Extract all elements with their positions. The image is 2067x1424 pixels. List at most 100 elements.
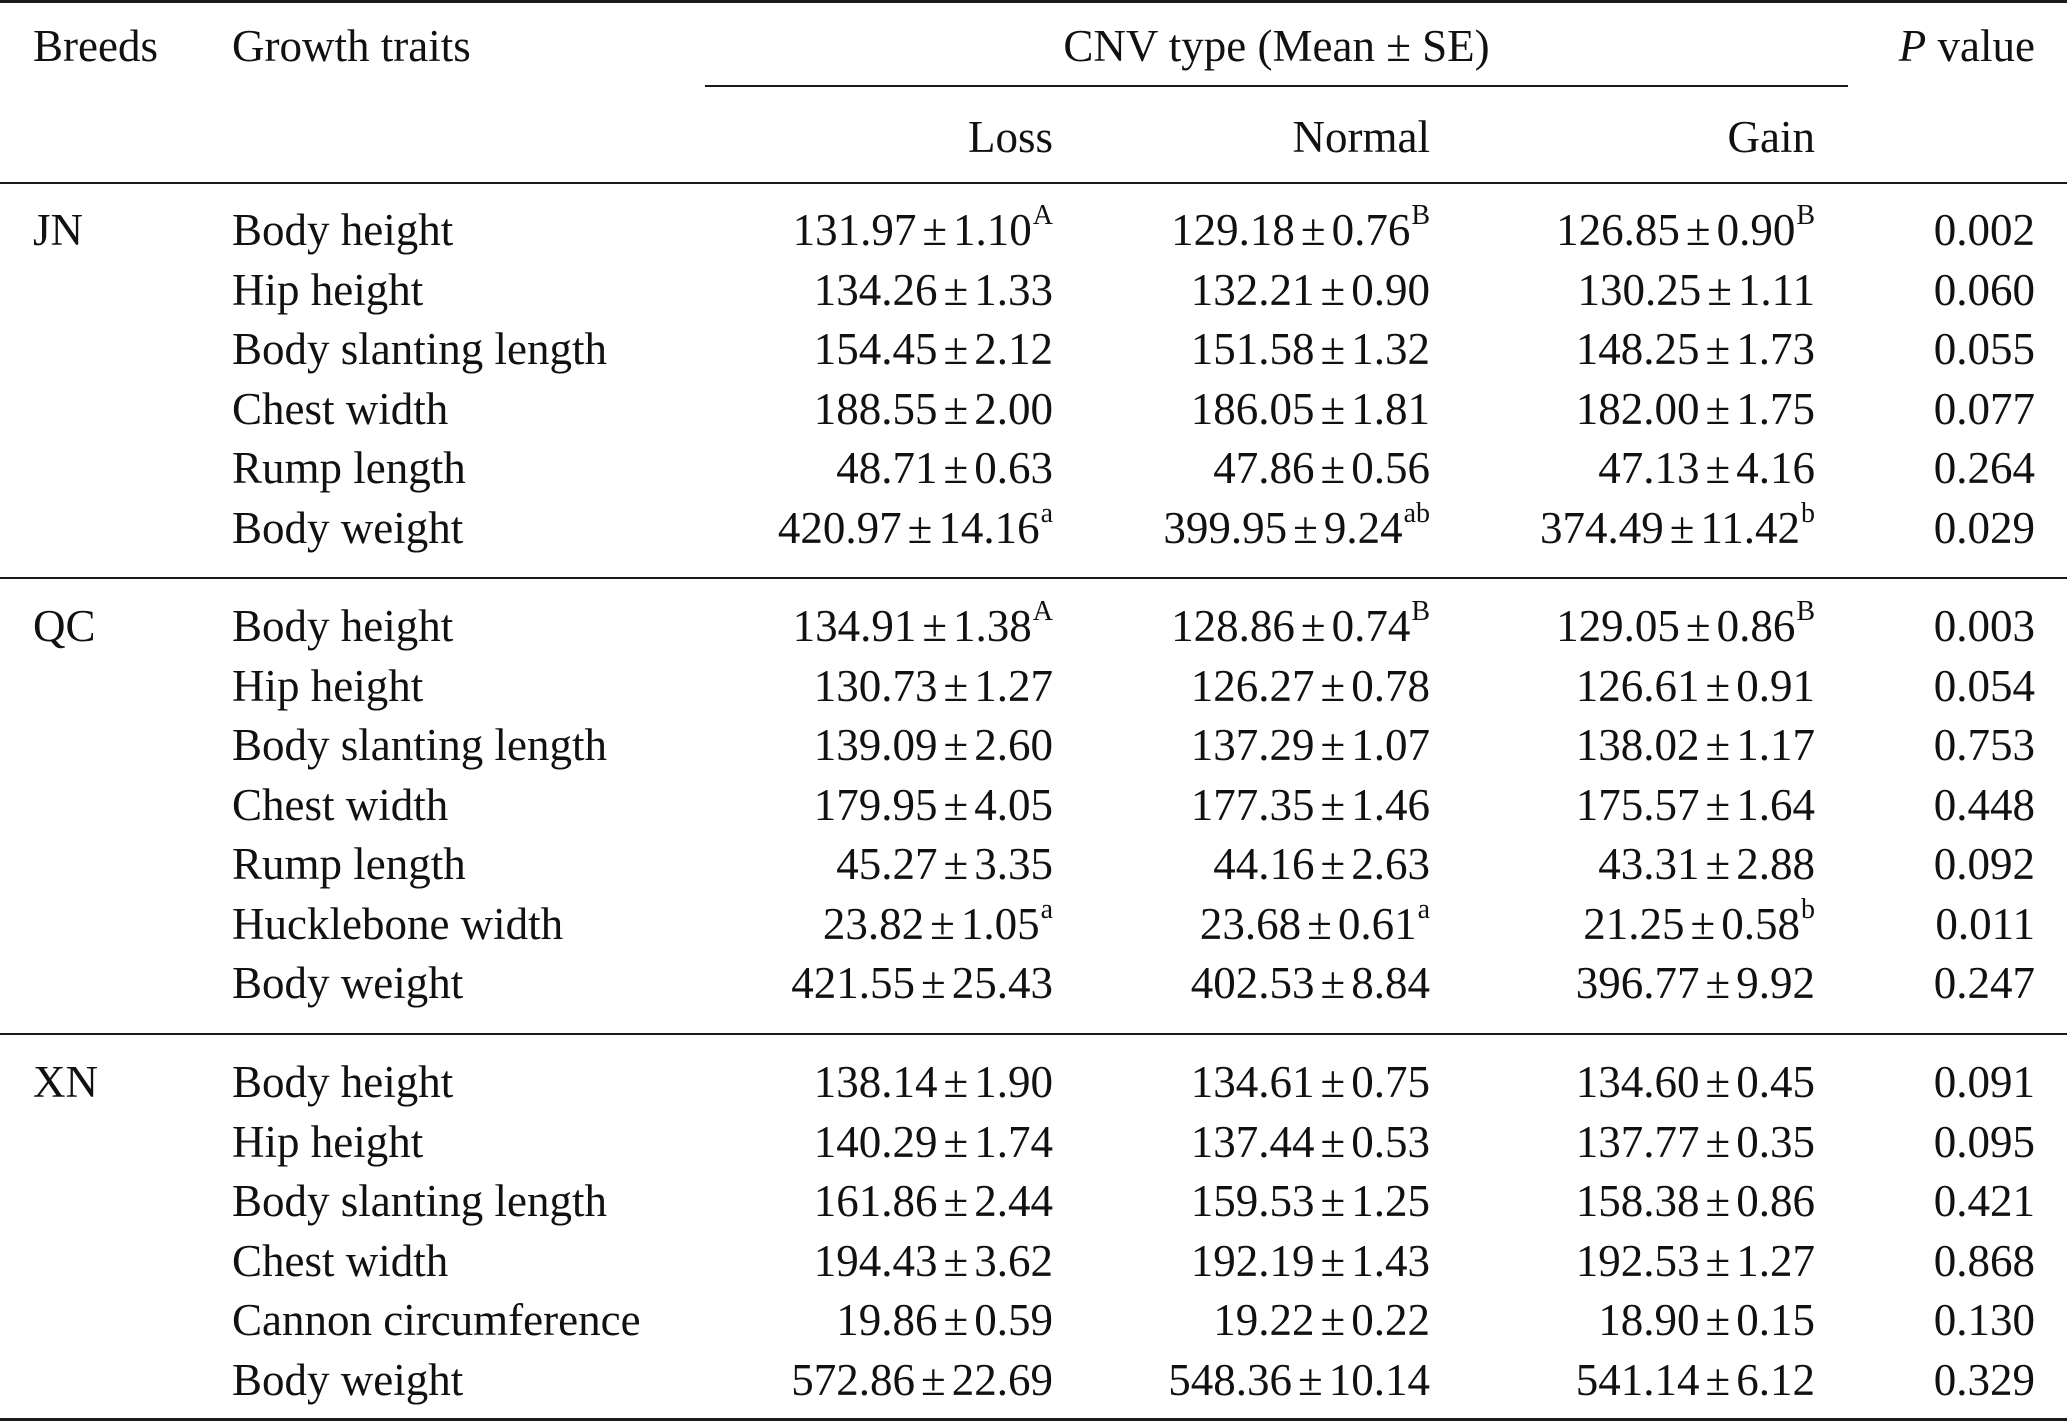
se-value: 0.76 [1331,205,1411,255]
plus-minus-sign: ± [943,720,969,770]
mean-value: 402.53 [1190,958,1315,1008]
mean-value: 130.73 [813,661,938,711]
plus-minus-sign: ± [943,1295,969,1345]
gain-value-cell: 21.25 ±0.58b [1440,896,1815,947]
gain-value-cell: 43.31 ±2.88 [1440,842,1815,887]
normal-value-cell: 548.36 ±10.14 [1060,1358,1430,1403]
se-value: 1.27 [1736,1236,1815,1286]
header-growth-traits: Growth traits [232,21,471,71]
section-divider-xn [0,1033,2067,1035]
mean-value: 154.45 [813,324,938,374]
loss-value-cell: 421.55 ±25.43 [700,961,1053,1006]
breed-label: XN [33,1057,98,1107]
normal-value-cell: 134.61 ±0.75 [1060,1060,1430,1105]
plus-minus-sign: ± [943,384,969,434]
plus-minus-sign: ± [943,661,969,711]
trait-cell: Hip height [232,265,424,315]
mean-value: 137.77 [1575,1117,1700,1167]
significance-superscript: B [1796,596,1815,627]
normal-value-cell: 137.29 ±1.07 [1060,723,1430,768]
se-value: 14.16 [938,503,1040,553]
plus-minus-sign: ± [1320,1117,1346,1167]
plus-minus-sign: ± [1320,839,1346,889]
trait-cell: Hucklebone width [232,899,564,949]
se-value: 1.64 [1736,780,1815,830]
significance-superscript: A [1032,200,1053,231]
plus-minus-sign: ± [943,1117,969,1167]
p-value-cell: 0.029 [1933,503,2035,553]
significance-superscript: B [1411,596,1430,627]
p-value-cell: 0.060 [1933,265,2035,315]
plus-minus-sign: ± [1705,1236,1731,1286]
mean-value: 18.90 [1598,1295,1700,1345]
se-value: 1.90 [974,1057,1053,1107]
mean-value: 134.60 [1575,1057,1700,1107]
loss-value-cell: 420.97 ±14.16a [700,500,1053,553]
se-value: 1.10 [953,205,1032,255]
mean-value: 421.55 [791,958,916,1008]
mean-value: 548.36 [1168,1355,1293,1405]
se-value: 1.11 [1737,265,1815,315]
plus-minus-sign: ± [907,503,933,553]
trait-cell: Body height [232,1057,454,1107]
se-value: 0.15 [1736,1295,1815,1345]
mean-value: 44.16 [1213,839,1315,889]
normal-value-cell: 19.22 ±0.22 [1060,1298,1430,1343]
se-value: 2.63 [1351,839,1430,889]
significance-superscript: B [1796,200,1815,231]
mean-value: 139.09 [813,720,938,770]
mean-value: 151.58 [1190,324,1315,374]
plus-minus-sign: ± [1705,384,1731,434]
mean-value: 541.14 [1575,1355,1700,1405]
trait-cell: Chest width [232,1236,449,1286]
plus-minus-sign: ± [930,899,955,949]
gain-value-cell: 47.13 ±4.16 [1440,446,1815,491]
se-value: 0.75 [1351,1057,1430,1107]
trait-cell: Chest width [232,384,449,434]
normal-value-cell: 44.16 ±2.63 [1060,842,1430,887]
se-value: 1.32 [1351,324,1430,374]
plus-minus-sign: ± [1320,384,1346,434]
plus-minus-sign: ± [1705,1176,1731,1226]
loss-value-cell: 138.14 ±1.90 [700,1060,1053,1105]
gain-value-cell: 126.61 ±0.91 [1440,664,1815,709]
trait-cell: Body height [232,601,454,651]
se-value: 2.60 [974,720,1053,770]
se-value: 0.78 [1351,661,1430,711]
plus-minus-sign: ± [1685,205,1711,255]
gain-value-cell: 182.00 ±1.75 [1440,387,1815,432]
normal-value-cell: 151.58 ±1.32 [1060,327,1430,372]
se-value: 0.45 [1736,1057,1815,1107]
p-value-cell: 0.868 [1933,1236,2035,1286]
se-value: 9.92 [1736,958,1815,1008]
trait-cell: Body weight [232,503,464,553]
loss-value-cell: 161.86 ±2.44 [700,1179,1053,1224]
mean-value: 186.05 [1190,384,1315,434]
normal-value-cell: 137.44 ±0.53 [1060,1120,1430,1165]
se-value: 22.69 [951,1355,1053,1405]
p-value-cell: 0.421 [1933,1176,2035,1226]
se-value: 0.86 [1736,1176,1815,1226]
trait-cell: Rump length [232,839,466,889]
mean-value: 148.25 [1575,324,1700,374]
normal-value-cell: 129.18 ±0.76B [1060,202,1430,255]
significance-superscript: b [1801,498,1815,529]
mean-value: 43.31 [1598,839,1700,889]
mean-value: 134.61 [1190,1057,1315,1107]
mean-value: 188.55 [813,384,938,434]
loss-value-cell: 134.91 ±1.38A [700,598,1053,649]
loss-value-cell: 131.97 ±1.10A [700,202,1053,255]
trait-cell: Hip height [232,661,424,711]
plus-minus-sign: ± [1320,1295,1346,1345]
mean-value: 126.85 [1556,205,1680,255]
header-cnv-type: CNV type (Mean ± SE) [1063,21,1490,71]
mean-value: 47.13 [1598,443,1700,493]
mean-value: 140.29 [813,1117,938,1167]
plus-minus-sign: ± [1320,1236,1346,1286]
se-value: 1.46 [1351,780,1430,830]
mean-value: 399.95 [1163,503,1288,553]
normal-value-cell: 186.05 ±1.81 [1060,387,1430,432]
se-value: 8.84 [1351,958,1430,1008]
se-value: 1.33 [974,265,1053,315]
